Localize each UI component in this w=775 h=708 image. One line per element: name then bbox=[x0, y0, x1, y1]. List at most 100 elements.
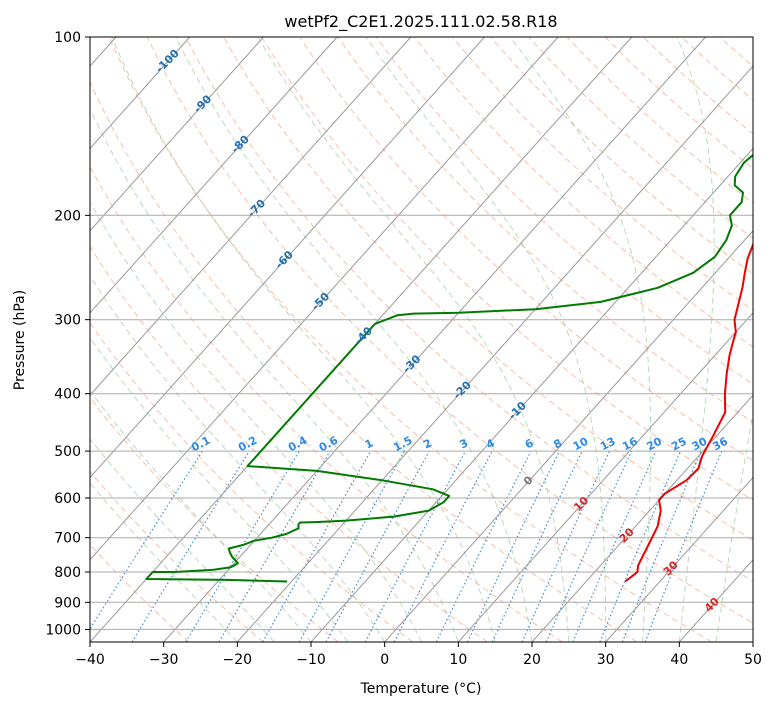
dry-adiabat bbox=[719, 37, 753, 67]
mixing-ratio-label: 2 bbox=[421, 436, 434, 451]
isotherm bbox=[90, 37, 264, 232]
mixing-ratio-label: 25 bbox=[669, 435, 689, 454]
dry-adiabat bbox=[758, 37, 775, 642]
moist-adiabat bbox=[175, 37, 533, 642]
isotherm bbox=[90, 37, 338, 314]
dry-adiabat bbox=[90, 165, 563, 642]
dry-adiabat bbox=[146, 37, 753, 624]
isotherm bbox=[90, 37, 485, 479]
moist-adiabat bbox=[111, 37, 496, 642]
isotherm bbox=[457, 312, 753, 642]
mixing-ratio-label: 30 bbox=[690, 435, 710, 454]
mixing-ratio-line bbox=[90, 450, 204, 630]
mixing-ratio-line bbox=[325, 450, 430, 642]
mixing-ratio-line bbox=[298, 450, 406, 642]
dry-adiabat bbox=[681, 37, 753, 101]
x-tick-label: −40 bbox=[75, 652, 105, 668]
mixing-ratio-label: 3 bbox=[457, 436, 470, 451]
isotherm bbox=[236, 65, 753, 642]
dry-adiabat bbox=[528, 37, 753, 239]
isoline-labels: 0.1 0.2 0.4 0.6 1 1.5 2 3 4 6 8 10 13 16 20 25 30 36-100-… bbox=[153, 47, 730, 615]
mixing-ratio-line bbox=[435, 450, 532, 642]
mixing-ratio-label: 36 bbox=[710, 435, 730, 454]
temperature-profile bbox=[624, 242, 753, 583]
moist-adiabat bbox=[90, 107, 459, 642]
dry-adiabat bbox=[90, 245, 488, 642]
mixing-ratio-line bbox=[466, 450, 561, 642]
y-tick-label: 100 bbox=[54, 30, 81, 46]
mixing-ratio-label: 1 bbox=[363, 436, 376, 451]
isotherm bbox=[752, 641, 753, 642]
x-tick-label: 0 bbox=[380, 652, 389, 668]
moist-adiabat bbox=[90, 336, 349, 642]
isotherm bbox=[90, 37, 559, 561]
dewpoint-profile bbox=[145, 153, 753, 583]
dry-adiabat bbox=[90, 322, 414, 642]
mixing-ratio-line bbox=[545, 450, 633, 642]
moist-adiabat bbox=[676, 37, 715, 642]
dry-adiabat bbox=[452, 37, 753, 311]
dry-adiabat bbox=[90, 396, 339, 642]
isotherm bbox=[678, 558, 753, 642]
grid bbox=[90, 37, 753, 642]
moist-adiabat bbox=[365, 37, 607, 642]
mixing-ratio-line bbox=[262, 450, 372, 642]
mixing-ratio-label: 13 bbox=[598, 435, 618, 454]
background-lines bbox=[90, 37, 775, 642]
dry-adiabat bbox=[490, 37, 753, 275]
dry-adiabat bbox=[414, 37, 753, 348]
dry-adiabat bbox=[604, 37, 753, 169]
mixing-ratio-line bbox=[491, 450, 583, 642]
y-tick-label: 600 bbox=[54, 491, 81, 507]
y-tick-label: 300 bbox=[54, 313, 81, 329]
mixing-ratio-line bbox=[572, 450, 657, 642]
y-tick-label: 400 bbox=[54, 387, 81, 403]
y-tick-label: 1000 bbox=[45, 622, 81, 638]
mixing-ratio-label: 16 bbox=[620, 435, 640, 454]
moist-adiabat bbox=[90, 482, 238, 642]
x-tick-label: −10 bbox=[296, 652, 326, 668]
isotherm bbox=[163, 37, 706, 642]
mixing-ratio-label: 4 bbox=[484, 436, 497, 451]
dry-adiabat bbox=[223, 37, 753, 541]
series-layer bbox=[145, 153, 753, 583]
mixing-ratio-line bbox=[621, 450, 702, 642]
dry-adiabat bbox=[566, 37, 753, 204]
x-tick-label: −30 bbox=[149, 652, 179, 668]
mixing-ratio-line bbox=[185, 450, 300, 642]
dry-adiabat bbox=[108, 37, 712, 642]
x-axis: −40 −30 −20 −10 0 10 20 30 40 50 bbox=[75, 642, 762, 668]
x-tick-label: 40 bbox=[670, 652, 688, 668]
isotherm bbox=[531, 394, 753, 642]
mixing-ratio-line bbox=[599, 450, 682, 642]
moist-adiabat bbox=[90, 201, 422, 642]
plot-frame bbox=[89, 36, 754, 643]
x-tick-label: −20 bbox=[223, 652, 253, 668]
isotherm bbox=[605, 476, 753, 642]
y-tick-label: 700 bbox=[54, 531, 81, 547]
y-axis-label: Pressure (hPa) bbox=[12, 290, 28, 390]
isotherm bbox=[384, 229, 753, 642]
moist-adiabat bbox=[90, 438, 275, 642]
mixing-ratio-line bbox=[131, 450, 250, 642]
x-axis-label: Temperature (°C) bbox=[360, 681, 482, 697]
x-tick-label: 20 bbox=[523, 652, 541, 668]
dry-adiabat bbox=[375, 37, 753, 385]
isotherm bbox=[90, 37, 412, 396]
moist-adiabat bbox=[90, 390, 312, 642]
x-tick-label: 10 bbox=[449, 652, 467, 668]
y-tick-label: 500 bbox=[54, 444, 81, 460]
y-axis: 100 200 300 400 500 600 700 800 900 1000 bbox=[45, 30, 90, 638]
mixing-ratio-label: 20 bbox=[644, 435, 664, 454]
x-tick-label: 50 bbox=[744, 652, 762, 668]
dry-adiabat bbox=[642, 37, 753, 135]
isotherm bbox=[310, 147, 753, 642]
mixing-ratio-line bbox=[644, 450, 723, 642]
isotherm bbox=[90, 37, 191, 150]
x-tick-label: 30 bbox=[597, 652, 615, 668]
moist-adiabat bbox=[90, 275, 386, 642]
moist-adiabat bbox=[715, 409, 753, 642]
chart-title: wetPf2_C2E1.2025.111.02.58.R18 bbox=[284, 12, 557, 32]
moist-adiabat bbox=[509, 37, 652, 642]
